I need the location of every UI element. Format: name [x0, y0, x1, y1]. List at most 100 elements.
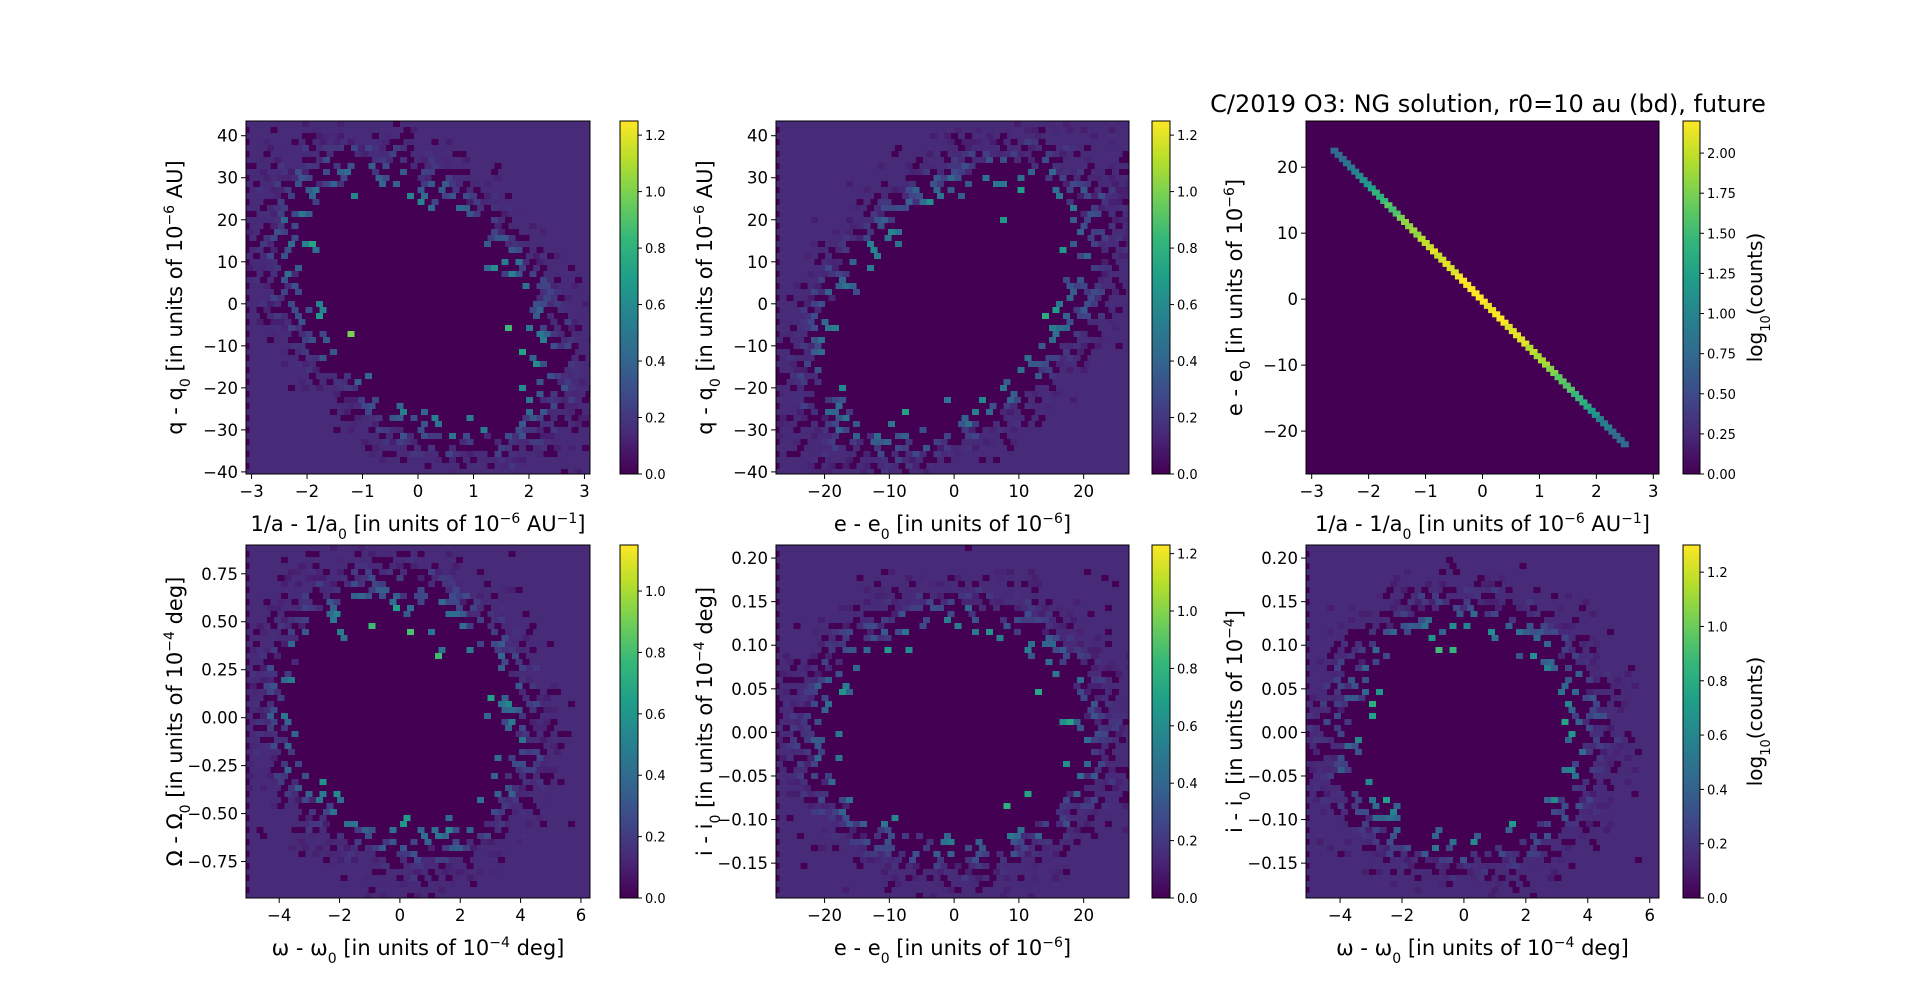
- hexbin-cell: [449, 181, 456, 187]
- hexbin-cell: [867, 157, 874, 163]
- hexbin-cell: [846, 409, 853, 415]
- hexbin-cell: [477, 845, 484, 851]
- hexbin-cell: [256, 695, 264, 701]
- hexbin-cell: [351, 457, 358, 463]
- hexbin-cell: [323, 433, 330, 439]
- hexbin-cell: [951, 469, 958, 474]
- hexbin-cell: [1077, 313, 1084, 319]
- hexbin-cell: [849, 259, 857, 265]
- hexbin-cell: [498, 701, 505, 707]
- hexbin-cell: [417, 587, 425, 593]
- hexbin-cell: [783, 241, 790, 247]
- hexbin-cell: [1038, 451, 1046, 457]
- hexbin-cell: [533, 133, 540, 139]
- hexbin-cell: [804, 241, 811, 247]
- hexbin-cell: [825, 253, 832, 259]
- hexbin-cell: [1024, 403, 1032, 409]
- hexbin-cell: [281, 569, 288, 575]
- hexbin-cell: [575, 893, 582, 898]
- hexbin-cell: [260, 665, 267, 671]
- hexbin-cell: [281, 277, 288, 283]
- hexbin-cell: [249, 391, 257, 397]
- hexbin-cell: [281, 761, 288, 767]
- hexbin-cell: [578, 563, 586, 569]
- hexbin-cell: [561, 857, 568, 863]
- hexbin-cell: [1112, 457, 1119, 463]
- hexbin-cell: [571, 803, 579, 809]
- hexbin-cell: [246, 785, 253, 791]
- hexbin-cell: [372, 169, 379, 175]
- hexbin-cell: [575, 857, 582, 863]
- hexbin-cell: [326, 391, 334, 397]
- hexbin-cell: [1126, 229, 1129, 235]
- hexbin-cell: [835, 283, 843, 289]
- hexbin-cell: [1101, 235, 1109, 241]
- hexbin-cell: [526, 205, 533, 211]
- hexbin-cell: [1010, 451, 1018, 457]
- y-tick-label: 0: [228, 295, 239, 314]
- hexbin-cell: [842, 127, 850, 133]
- colorbar-tick-label: 1.50: [1707, 227, 1736, 242]
- hexbin-cell: [1101, 175, 1109, 181]
- hexbin-cell: [1059, 139, 1067, 145]
- hexbin-cell: [989, 439, 997, 445]
- hexbin-cell: [1380, 198, 1389, 204]
- hexbin-cell: [505, 893, 512, 898]
- hexbin-cell: [554, 593, 561, 599]
- hexbin-cell: [1101, 463, 1109, 469]
- hexbin-cell: [288, 433, 295, 439]
- hexbin-cell: [519, 445, 526, 451]
- hexbin-cell: [515, 851, 523, 857]
- hexbin-cell: [396, 427, 404, 433]
- hexbin-cell: [1600, 420, 1609, 427]
- hexbin-cell: [779, 563, 787, 569]
- hexbin-cell: [470, 593, 477, 599]
- hexbin-cell: [1049, 373, 1056, 379]
- hexbin-cell: [1084, 217, 1091, 223]
- hexbin-cell: [968, 163, 976, 169]
- hexbin-cell: [804, 445, 811, 451]
- hexbin-cell: [835, 223, 843, 229]
- hexbin-cell: [825, 265, 832, 271]
- hexbin-cell: [1080, 331, 1088, 337]
- hexbin-cells: [1330, 147, 1629, 448]
- hexbin-cell: [554, 809, 561, 815]
- hexbin-cell: [295, 833, 302, 839]
- hexbin-cell: [564, 887, 572, 893]
- hexbin-cell: [835, 211, 843, 217]
- hexbin-cell: [797, 557, 804, 563]
- hexbin-cell: [333, 139, 341, 145]
- hexbin-cell: [421, 869, 428, 875]
- hexbin-cell: [270, 379, 278, 385]
- hexbin-cell: [779, 451, 787, 457]
- hexbin-cell: [316, 397, 323, 403]
- hexbin-cell: [526, 217, 533, 223]
- hexbin-cell: [944, 469, 951, 474]
- hexbin-cell: [996, 127, 1004, 133]
- hexbin-cell: [916, 133, 923, 139]
- hexbin-cell: [428, 581, 435, 587]
- hexbin-cell: [277, 331, 285, 337]
- hexbin-cell: [582, 713, 589, 719]
- hexbin-cell: [386, 445, 393, 451]
- hexbin-cell: [582, 809, 589, 815]
- hexbin-cell: [1126, 313, 1129, 319]
- hexbin-cell: [543, 611, 551, 617]
- hexbin-cell: [319, 127, 327, 133]
- hexbin-cell: [428, 169, 435, 175]
- hexbin-cell: [1094, 139, 1102, 145]
- hexbin-cell: [835, 415, 843, 421]
- hexbin-cell: [821, 563, 829, 569]
- hexbin-cell: [835, 151, 843, 157]
- hexbin-cell: [515, 827, 523, 833]
- hexbin-cell: [825, 445, 832, 451]
- hexbin-cell: [456, 845, 463, 851]
- hexbin-cell: [354, 563, 362, 569]
- hexbin-cell: [1042, 409, 1049, 415]
- hexbin-cell: [1108, 223, 1116, 229]
- hexbin-cell: [274, 421, 281, 427]
- hexbin-cell: [263, 127, 271, 133]
- hexbin-cell: [1056, 457, 1063, 463]
- hexbin-cell: [828, 563, 836, 569]
- hexbin-cell: [821, 415, 829, 421]
